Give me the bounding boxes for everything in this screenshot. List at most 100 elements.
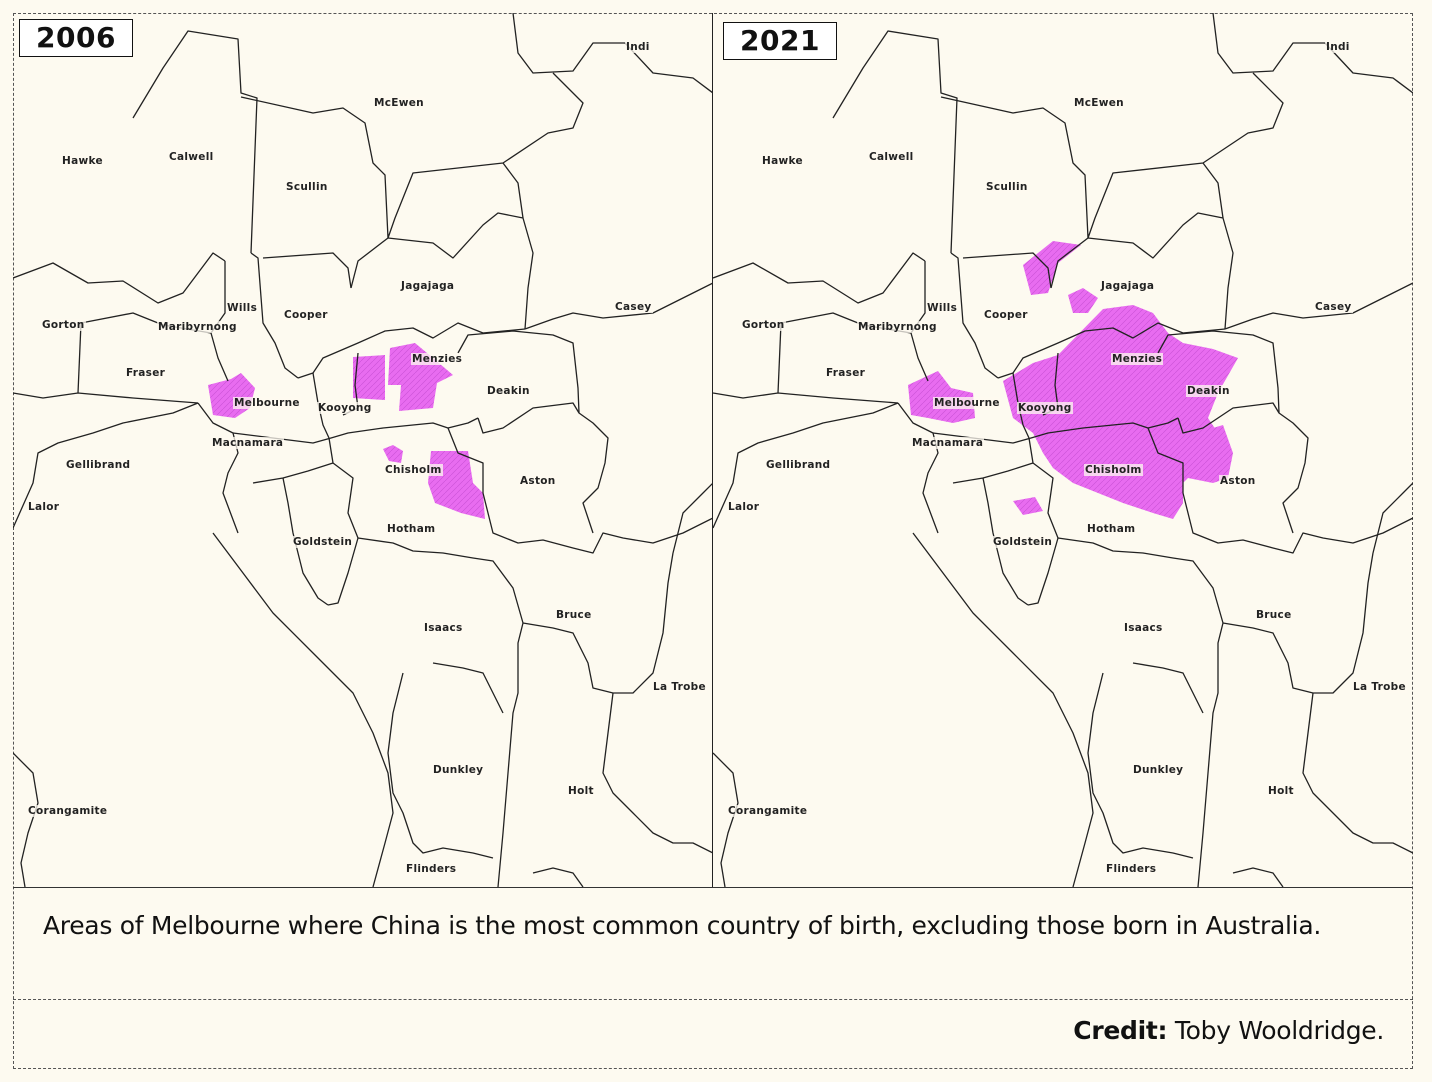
division-label-corangamite: Corangamite [727, 805, 809, 817]
map-2021: 2021 Indi McEwen Hawke Calwell Scullin Jagaja… [713, 13, 1413, 887]
division-label-bruce: Bruce [555, 609, 593, 621]
division-label-scullin: Scullin [285, 181, 329, 193]
china-birth-area-4 [1178, 425, 1233, 483]
division-label-hawke: Hawke [61, 155, 104, 167]
division-label-kooyong: Kooyong [317, 402, 373, 414]
division-label-hotham: Hotham [386, 523, 437, 535]
map-2006-boundaries [13, 13, 713, 887]
division-label-aston: Aston [1219, 475, 1257, 487]
division-label-fraser: Fraser [125, 367, 167, 379]
division-boundary-22 [447, 427, 712, 554]
division-label-casey: Casey [614, 301, 653, 313]
division-boundary-16 [312, 372, 330, 439]
division-boundary-6 [1212, 13, 1413, 94]
bay-water [713, 408, 1413, 887]
division-boundary-8 [502, 162, 524, 219]
china-birth-area-1 [1023, 241, 1081, 295]
division-boundary-16 [1012, 372, 1030, 439]
division-boundary-24 [952, 462, 1034, 484]
division-boundary-11 [777, 322, 782, 394]
division-boundary-5 [350, 212, 534, 330]
division-boundary-28 [1222, 552, 1374, 694]
division-boundary-35 [1372, 482, 1413, 554]
division-boundary-9 [524, 282, 712, 330]
division-boundary-0 [713, 252, 926, 304]
division-boundary-21 [328, 437, 359, 539]
division-boundary-19 [897, 402, 939, 534]
division-boundary-3 [950, 252, 999, 379]
division-boundary-15 [1157, 330, 1280, 414]
credit-label: Credit: [1073, 1016, 1168, 1045]
division-label-jagajaga: Jagajaga [1100, 280, 1156, 292]
division-boundary-18 [232, 417, 479, 444]
division-label-indi: Indi [1325, 41, 1351, 53]
division-boundary-34 [912, 532, 1094, 887]
china-birth-area-2 [388, 343, 453, 411]
division-label-dunkley: Dunkley [432, 764, 485, 776]
division-boundary-27 [327, 537, 359, 606]
division-boundary-32 [1302, 692, 1413, 854]
division-label-wills: Wills [226, 302, 259, 314]
division-boundary-26 [357, 537, 524, 624]
division-label-deakin: Deakin [486, 385, 531, 397]
division-boundary-21 [1028, 437, 1059, 539]
division-boundary-13 [910, 332, 929, 382]
china-birth-area-4 [428, 451, 485, 519]
year-label-2021: 2021 [723, 22, 837, 60]
division-label-gellibrand: Gellibrand [765, 459, 832, 471]
division-label-gellibrand: Gellibrand [65, 459, 132, 471]
bay-water [13, 408, 713, 887]
division-boundary-20 [13, 402, 199, 529]
division-boundary-9 [1224, 282, 1413, 330]
china-birth-area-5 [1013, 497, 1043, 515]
division-label-wills: Wills [926, 302, 959, 314]
division-boundary-34 [212, 532, 394, 887]
division-boundary-33 [713, 752, 739, 887]
division-label-corangamite: Corangamite [27, 805, 109, 817]
division-boundary-2 [940, 96, 1089, 239]
division-label-goldstein: Goldstein [292, 536, 354, 548]
division-label-holt: Holt [567, 785, 595, 797]
division-boundary-24 [252, 462, 334, 484]
map-comparison: 2006 Indi McEwen Hawke Calwell Scullin Jagaja… [13, 13, 1413, 887]
division-boundary-22 [1147, 427, 1413, 554]
division-boundary-11 [77, 322, 82, 394]
division-label-casey: Casey [1314, 301, 1353, 313]
division-boundary-36 [532, 867, 584, 887]
division-label-flinders: Flinders [1105, 863, 1158, 875]
division-boundary-2 [240, 96, 389, 239]
division-boundary-31 [387, 672, 494, 859]
division-label-macnamara: Macnamara [211, 437, 285, 449]
division-label-scullin: Scullin [985, 181, 1029, 193]
division-boundary-12 [713, 392, 899, 404]
division-boundary-13 [210, 332, 229, 382]
division-boundary-3 [250, 252, 299, 379]
division-label-indi: Indi [625, 41, 651, 53]
division-label-la-trobe: La Trobe [1352, 681, 1407, 693]
division-label-aston: Aston [519, 475, 557, 487]
division-boundary-25 [282, 477, 329, 606]
map-2006: 2006 Indi McEwen Hawke Calwell Scullin Jagaja… [13, 13, 713, 887]
division-label-calwell: Calwell [168, 151, 215, 163]
division-boundary-31 [1087, 672, 1194, 859]
division-label-la-trobe: La Trobe [652, 681, 707, 693]
division-label-menzies: Menzies [411, 353, 464, 365]
division-label-lalor: Lalor [727, 501, 761, 513]
division-boundary-0 [13, 252, 226, 304]
division-boundary-12 [13, 392, 199, 404]
division-boundary-6 [512, 13, 712, 94]
division-label-gorton: Gorton [41, 319, 86, 331]
map-2021-boundaries [713, 13, 1413, 887]
division-boundary-30 [1132, 662, 1204, 714]
division-label-macnamara: Macnamara [911, 437, 985, 449]
credit-line: Credit: Toby Wooldridge. [1073, 1016, 1384, 1045]
division-label-isaacs: Isaacs [423, 622, 464, 634]
division-label-lalor: Lalor [27, 501, 61, 513]
division-boundary-32 [602, 692, 712, 854]
division-boundary-25 [982, 477, 1029, 606]
division-label-fraser: Fraser [825, 367, 867, 379]
division-boundary-7 [387, 72, 584, 239]
division-label-chisholm: Chisholm [1084, 464, 1143, 476]
division-boundary-20 [713, 402, 899, 529]
division-boundary-33 [13, 752, 39, 887]
